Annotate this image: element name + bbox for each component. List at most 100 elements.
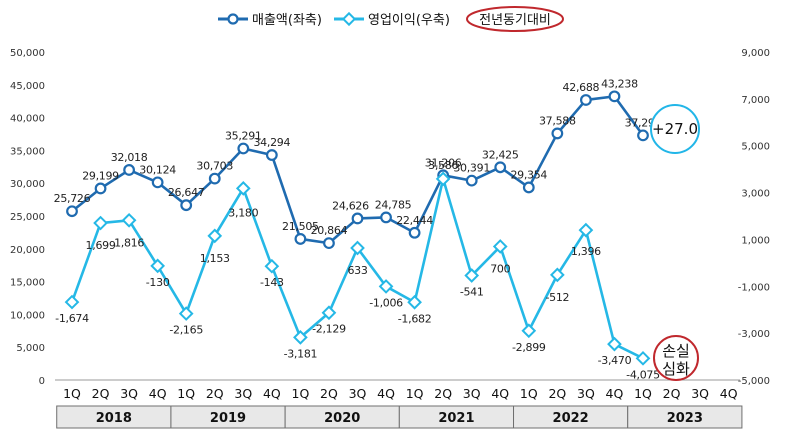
op-data-label: 1,153 bbox=[200, 252, 230, 265]
sales-data-label: 30,391 bbox=[453, 162, 490, 175]
left-axis-tick-label: 40,000 bbox=[10, 114, 45, 125]
sales-point bbox=[494, 161, 507, 174]
year-label: 2023 bbox=[667, 411, 703, 426]
op-data-label: -541 bbox=[460, 286, 484, 299]
op-data-label: 3,586 bbox=[428, 159, 458, 172]
year-label: 2022 bbox=[553, 411, 589, 426]
quarter-label: 4Q bbox=[377, 386, 395, 401]
op-point bbox=[321, 305, 337, 321]
quarter-label: 1Q bbox=[292, 386, 310, 401]
left-axis-tick-label: 50,000 bbox=[10, 48, 45, 59]
left-axis-tick-label: 10,000 bbox=[10, 310, 45, 321]
left-axis-tick-label: 25,000 bbox=[10, 212, 45, 223]
op-data-label: 633 bbox=[347, 264, 367, 277]
op-data-label: -2,129 bbox=[312, 323, 346, 336]
quarter-label: 2Q bbox=[548, 386, 566, 401]
right-axis-tick-label: -3,000 bbox=[738, 329, 770, 340]
quarter-label: 3Q bbox=[349, 386, 367, 401]
yoy-callout: +27.0 bbox=[650, 104, 700, 154]
op-data-label: -2,899 bbox=[512, 341, 546, 354]
op-point bbox=[607, 336, 622, 352]
sales-data-label: 37,588 bbox=[539, 114, 576, 127]
op-point bbox=[93, 215, 108, 231]
sales-data-label: 31,206 bbox=[425, 156, 462, 169]
quarter-label: 2Q bbox=[92, 386, 110, 401]
op-point bbox=[635, 350, 651, 366]
op-point bbox=[578, 222, 594, 238]
sales-point bbox=[637, 129, 649, 142]
quarter-label: 1Q bbox=[634, 386, 652, 401]
op-data-label: -2,165 bbox=[169, 324, 203, 337]
loss-callout-line2: 심화 bbox=[662, 360, 690, 378]
sales-data-label: 24,626 bbox=[332, 199, 369, 212]
op-data-label: -1,006 bbox=[369, 296, 403, 309]
op-point bbox=[121, 212, 137, 228]
op-data-label: -3,181 bbox=[284, 347, 318, 360]
op-point bbox=[435, 171, 451, 187]
left-axis-tick-label: 30,000 bbox=[10, 179, 45, 190]
op-point bbox=[207, 228, 223, 244]
op-point bbox=[378, 279, 394, 294]
quarter-label: 1Q bbox=[177, 386, 195, 401]
right-axis-tick-label: -5,000 bbox=[738, 376, 770, 387]
left-axis-tick-label: 35,000 bbox=[10, 146, 45, 157]
left-axis-tick-label: 5,000 bbox=[16, 343, 45, 354]
legend-sales-label: 매출액(좌축) bbox=[252, 13, 322, 28]
quarter-label: 2Q bbox=[320, 386, 338, 401]
op-data-label: 1,816 bbox=[114, 236, 144, 249]
op-data-label: -3,470 bbox=[598, 354, 632, 367]
sales-point bbox=[180, 199, 193, 212]
quarter-label: 2Q bbox=[434, 386, 452, 401]
sales-data-label: 32,018 bbox=[111, 151, 148, 164]
series-markers bbox=[64, 90, 651, 366]
sales-data-label: 29,354 bbox=[510, 168, 547, 181]
quarter-label: 2Q bbox=[206, 386, 224, 401]
op-data-label: -4,075 bbox=[626, 368, 660, 381]
op-data-label: 700 bbox=[490, 262, 510, 275]
sales-data-label: 21,505 bbox=[282, 220, 319, 233]
loss-callout-circle bbox=[653, 335, 699, 381]
right-axis-tick-label: 5,000 bbox=[741, 142, 770, 153]
sales-data-label: 34,294 bbox=[253, 136, 290, 149]
sales-data-label: 30,124 bbox=[139, 163, 176, 176]
sales-point bbox=[551, 127, 564, 140]
sales-point bbox=[123, 164, 136, 176]
loss-callout-line1: 손실 bbox=[662, 342, 690, 360]
op-data-label: -1,674 bbox=[55, 312, 89, 325]
op-point bbox=[64, 294, 80, 310]
op-data-label: 1,396 bbox=[571, 245, 601, 258]
quarter-label: 4Q bbox=[263, 386, 281, 401]
op-point bbox=[293, 330, 308, 345]
op-data-label: -512 bbox=[545, 291, 569, 304]
year-label: 2020 bbox=[324, 411, 360, 426]
quarter-label: 4Q bbox=[720, 386, 738, 401]
loss-callout: 손실 심화 bbox=[653, 335, 699, 381]
op-point bbox=[492, 239, 508, 254]
quarter-label: 1Q bbox=[520, 386, 538, 401]
sales-data-label: 30,703 bbox=[196, 160, 233, 173]
op-point bbox=[549, 267, 565, 283]
quarter-label: 3Q bbox=[691, 386, 709, 401]
right-axis-tick-label: 9,000 bbox=[741, 48, 770, 59]
legend-yoy-circle bbox=[466, 6, 564, 32]
sales-point bbox=[294, 233, 307, 245]
op-point bbox=[150, 258, 166, 274]
year-label: 2018 bbox=[96, 411, 132, 426]
left-axis-tick-label: 45,000 bbox=[10, 81, 45, 92]
op-point bbox=[521, 323, 537, 339]
quarter-label: 4Q bbox=[149, 386, 167, 401]
sales-data-label: 29,199 bbox=[82, 169, 119, 182]
right-axis-tick-label: 1,000 bbox=[741, 235, 770, 246]
legend-yoy-label: 전년동기대비 bbox=[479, 13, 551, 28]
op-data-label: -130 bbox=[146, 276, 170, 289]
quarter-label: 3Q bbox=[120, 386, 138, 401]
op-point bbox=[407, 294, 422, 310]
sales-point bbox=[380, 211, 392, 224]
yoy-callout-value: +27.0 bbox=[652, 120, 698, 138]
op-point bbox=[235, 181, 251, 196]
sales-point bbox=[522, 181, 535, 194]
quarter-label: 1Q bbox=[63, 386, 81, 401]
quarter-label: 4Q bbox=[491, 386, 509, 401]
year-label: 2019 bbox=[210, 411, 246, 426]
sales-data-label: 32,425 bbox=[482, 148, 519, 161]
